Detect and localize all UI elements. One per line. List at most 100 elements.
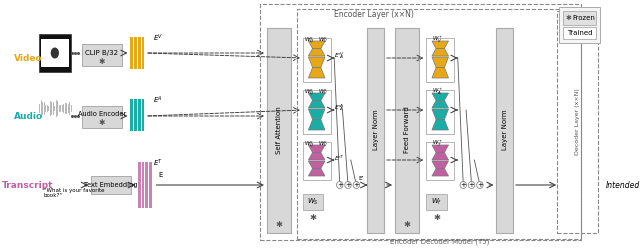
Bar xyxy=(134,37,137,69)
Text: +: + xyxy=(337,182,342,188)
Polygon shape xyxy=(432,57,449,67)
Text: CLIP B/32: CLIP B/32 xyxy=(85,50,118,56)
Bar xyxy=(367,28,384,233)
Bar xyxy=(260,4,581,240)
Polygon shape xyxy=(432,161,449,169)
Text: Transcript: Transcript xyxy=(3,181,54,189)
Text: Audio: Audio xyxy=(13,112,43,121)
Text: $E'^V_A$: $E'^V_A$ xyxy=(334,51,345,62)
Circle shape xyxy=(468,182,475,188)
Polygon shape xyxy=(308,41,325,49)
Circle shape xyxy=(345,182,351,188)
Text: Intended: Intended xyxy=(606,181,640,189)
Bar xyxy=(426,194,447,210)
Circle shape xyxy=(477,182,483,188)
Text: $W^o_V$: $W^o_V$ xyxy=(317,139,328,149)
Polygon shape xyxy=(308,109,325,120)
Bar xyxy=(91,176,131,194)
Bar xyxy=(141,37,144,69)
Text: $E^V$: $E^V$ xyxy=(152,32,163,44)
Bar xyxy=(426,90,454,134)
Text: ✱: ✱ xyxy=(99,118,105,126)
Text: Trained: Trained xyxy=(566,30,592,36)
Polygon shape xyxy=(432,49,449,56)
Polygon shape xyxy=(308,49,325,56)
Polygon shape xyxy=(432,67,449,78)
Bar xyxy=(497,28,513,233)
Text: Encoder Decoder Model (T5): Encoder Decoder Model (T5) xyxy=(390,239,489,245)
Bar xyxy=(145,162,148,208)
Text: $E'^T$: $E'^T$ xyxy=(334,153,345,163)
Text: +: + xyxy=(353,182,359,188)
Text: Layer Norm: Layer Norm xyxy=(502,110,508,150)
Bar xyxy=(81,44,122,66)
Text: ✱: ✱ xyxy=(566,15,572,21)
Text: ✱: ✱ xyxy=(433,212,440,222)
Polygon shape xyxy=(308,120,325,130)
Bar xyxy=(131,37,133,69)
Bar xyxy=(41,39,68,67)
Circle shape xyxy=(460,182,467,188)
Bar xyxy=(138,99,141,131)
Text: Frozen: Frozen xyxy=(573,15,595,21)
Polygon shape xyxy=(432,101,449,108)
Text: $W^o_V$: $W^o_V$ xyxy=(317,87,328,97)
Text: ✱: ✱ xyxy=(310,212,317,222)
Text: Layer Norm: Layer Norm xyxy=(372,110,379,150)
Text: Feed Forward: Feed Forward xyxy=(404,107,410,153)
Bar xyxy=(303,38,330,82)
Text: E: E xyxy=(158,172,163,178)
Bar xyxy=(141,99,144,131)
Text: $E'^A_A$: $E'^A_A$ xyxy=(334,103,344,113)
Polygon shape xyxy=(308,152,325,160)
Polygon shape xyxy=(432,169,449,176)
Text: E': E' xyxy=(358,176,364,181)
Bar xyxy=(39,34,70,72)
Circle shape xyxy=(337,182,343,188)
Text: $E^A$: $E^A$ xyxy=(152,94,163,106)
Text: Encoder Layer (x×N): Encoder Layer (x×N) xyxy=(334,9,414,18)
Text: $W^+_T$: $W^+_T$ xyxy=(432,139,444,149)
Bar xyxy=(426,38,454,82)
Text: Text Embedding: Text Embedding xyxy=(84,182,138,188)
Bar xyxy=(134,99,137,131)
Bar xyxy=(563,11,596,25)
Polygon shape xyxy=(308,67,325,78)
Polygon shape xyxy=(432,93,449,101)
Text: $W^+_V$: $W^+_V$ xyxy=(432,35,444,45)
Text: $W^o_Q$: $W^o_Q$ xyxy=(304,87,314,97)
Polygon shape xyxy=(308,145,325,152)
Text: +: + xyxy=(468,182,474,188)
Circle shape xyxy=(353,182,360,188)
Polygon shape xyxy=(308,169,325,176)
Bar xyxy=(303,194,323,210)
Polygon shape xyxy=(432,145,449,152)
Text: Self Attention: Self Attention xyxy=(276,106,282,154)
Bar xyxy=(303,142,330,180)
Text: Audio Encoder: Audio Encoder xyxy=(77,111,126,117)
Text: $W^o_Q$: $W^o_Q$ xyxy=(304,139,314,149)
Bar xyxy=(131,99,133,131)
Bar xyxy=(267,28,291,233)
Bar xyxy=(141,162,144,208)
Text: $E^T$: $E^T$ xyxy=(154,157,164,169)
Text: Decoder Layer (x×N): Decoder Layer (x×N) xyxy=(575,89,580,155)
Bar xyxy=(426,142,454,180)
Polygon shape xyxy=(308,101,325,108)
Text: "What is your favorite
book?": "What is your favorite book?" xyxy=(44,187,104,198)
Text: $W_f$: $W_f$ xyxy=(431,197,442,207)
Bar xyxy=(138,37,141,69)
Polygon shape xyxy=(432,120,449,130)
Polygon shape xyxy=(308,57,325,67)
Text: +: + xyxy=(460,182,466,188)
Text: $W^+_A$: $W^+_A$ xyxy=(432,87,444,97)
Text: +: + xyxy=(345,182,351,188)
Text: +: + xyxy=(477,182,483,188)
Text: $W_S$: $W_S$ xyxy=(307,197,319,207)
Bar xyxy=(563,27,596,39)
Bar xyxy=(559,7,600,43)
Bar xyxy=(395,28,419,233)
Polygon shape xyxy=(432,109,449,120)
Polygon shape xyxy=(308,93,325,101)
Bar xyxy=(557,11,598,233)
